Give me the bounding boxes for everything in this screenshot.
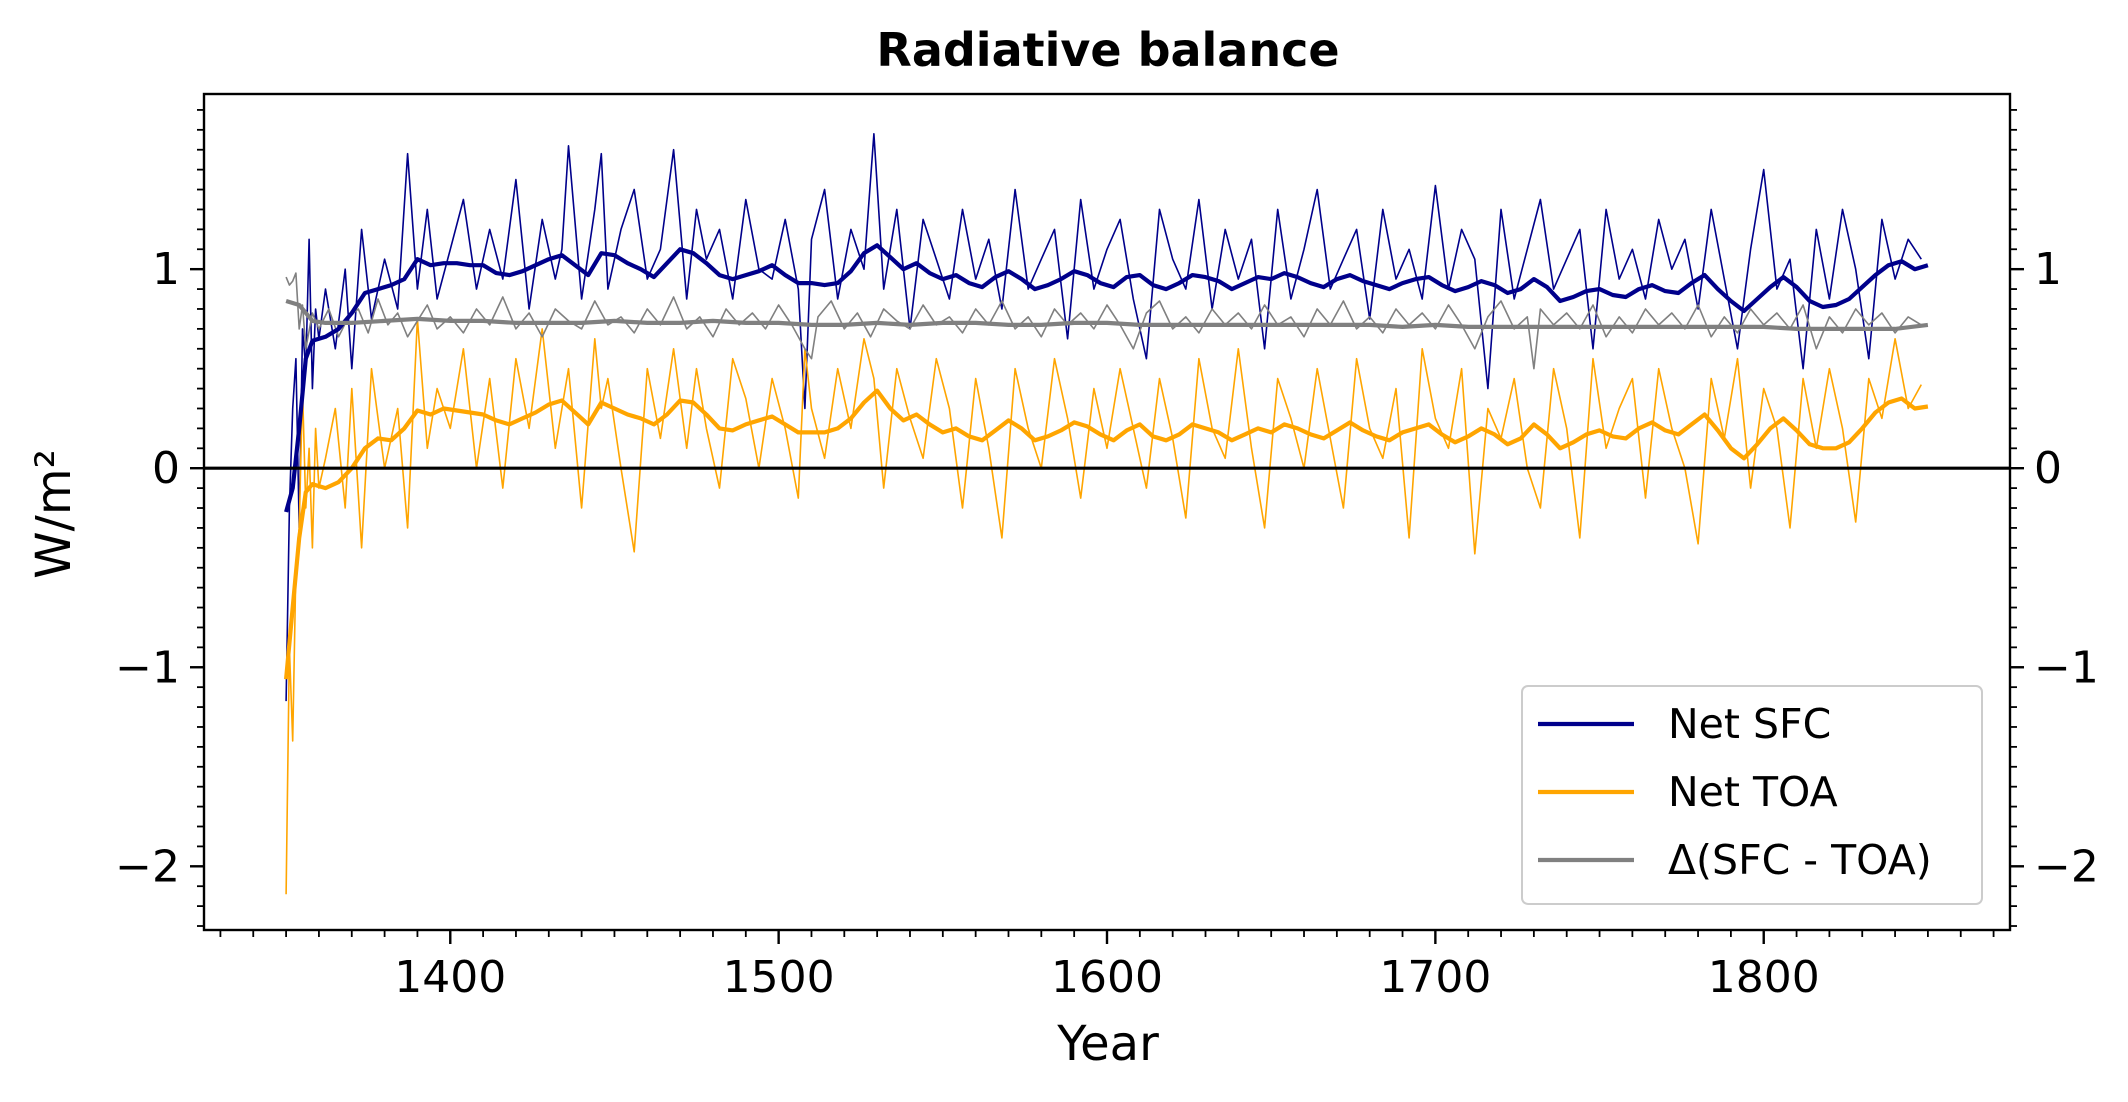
x-tick-label: 1700 (1379, 952, 1491, 1003)
y-tick-label-right: 0 (2034, 443, 2062, 494)
y-tick-label-left: −2 (115, 841, 180, 892)
series-line-smooth-sfc-toa (285, 298, 1929, 331)
x-tick-label: 1400 (394, 952, 506, 1003)
x-tick-label: 1500 (723, 952, 835, 1003)
chart-title: Radiative balance (876, 23, 1339, 77)
legend-label: Net TOA (1668, 768, 1838, 816)
y-tick-label-left: 1 (152, 244, 180, 295)
legend-label: Net SFC (1668, 700, 1831, 748)
legend-label: Δ(SFC - TOA) (1668, 836, 1932, 884)
y-tick-label-right: −1 (2034, 642, 2099, 693)
y-tick-label-left: 0 (152, 443, 180, 494)
y-axis-title: W/m² (26, 449, 82, 579)
series-line-smooth-net-toa (284, 388, 1929, 680)
series-line-smooth-net-sfc (284, 243, 1929, 513)
legend: Net SFC Net TOA Δ(SFC - TOA) (1521, 685, 1983, 905)
y-tick-label-right: −2 (2034, 841, 2099, 892)
y-tick-label-right: 1 (2034, 244, 2062, 295)
plot-area: 1400 1500 1600 1700 1800 −2 −2 −1 −1 0 0 1 1 (115, 92, 2099, 1003)
x-tick-label: 1800 (1708, 952, 1820, 1003)
y-tick-label-left: −1 (115, 642, 180, 693)
x-tick-label: 1600 (1051, 952, 1163, 1003)
series-group (284, 133, 1929, 895)
legend-box (1521, 685, 1983, 905)
x-axis-title: Year (1056, 1016, 1159, 1072)
series-line-annual-net-sfc (285, 133, 1922, 702)
series-line-annual-net-toa (285, 318, 1923, 895)
